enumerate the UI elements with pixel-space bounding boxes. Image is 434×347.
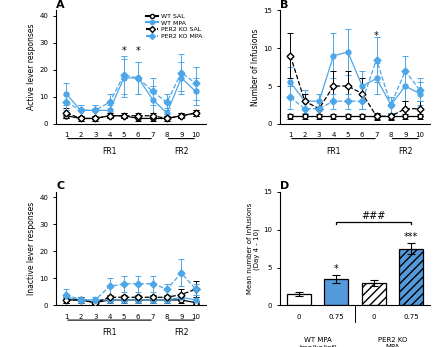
Text: PER2 KO
MPA
(mg/kg/inf): PER2 KO MPA (mg/kg/inf)	[373, 337, 412, 347]
Text: FR2: FR2	[398, 146, 412, 155]
Bar	[324, 279, 349, 305]
Text: *: *	[122, 46, 126, 56]
Bar	[287, 294, 311, 305]
Text: FR2: FR2	[174, 146, 188, 155]
Legend: WT SAL, WT MPA, PER2 KO SAL, PER2 KO MPA: WT SAL, WT MPA, PER2 KO SAL, PER2 KO MPA	[145, 14, 203, 39]
Text: *: *	[334, 264, 339, 273]
Text: C: C	[56, 181, 65, 191]
Text: *: *	[136, 46, 141, 56]
Text: ###: ###	[362, 211, 386, 221]
Text: FR1: FR1	[102, 328, 117, 337]
Text: ***: ***	[404, 232, 418, 242]
Y-axis label: Active lever responses: Active lever responses	[27, 24, 36, 110]
Y-axis label: Mean number of infusions
(Day 4 - 10): Mean number of infusions (Day 4 - 10)	[247, 203, 260, 294]
Text: WT MPA
(mg/kg/inf): WT MPA (mg/kg/inf)	[298, 337, 337, 347]
Text: D: D	[280, 181, 289, 191]
Text: FR2: FR2	[174, 328, 188, 337]
Text: A: A	[56, 0, 65, 10]
Text: *: *	[374, 31, 379, 41]
Text: FR1: FR1	[102, 146, 117, 155]
Bar	[362, 283, 386, 305]
Text: B: B	[280, 0, 289, 10]
Y-axis label: Inactive lever responses: Inactive lever responses	[27, 202, 36, 295]
Text: FR1: FR1	[326, 146, 341, 155]
Bar	[399, 249, 423, 305]
Y-axis label: Number of Infusions: Number of Infusions	[251, 28, 260, 106]
